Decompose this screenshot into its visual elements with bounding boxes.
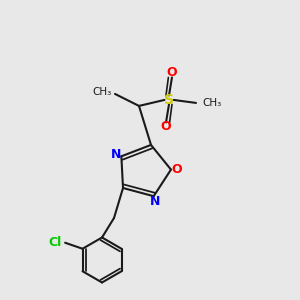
- Text: O: O: [171, 163, 182, 176]
- Text: S: S: [164, 93, 174, 107]
- Text: N: N: [111, 148, 121, 161]
- Text: O: O: [167, 66, 177, 80]
- Text: CH₃: CH₃: [202, 98, 221, 108]
- Text: CH₃: CH₃: [93, 87, 112, 98]
- Text: Cl: Cl: [48, 236, 62, 249]
- Text: N: N: [150, 195, 160, 208]
- Text: O: O: [161, 120, 171, 134]
